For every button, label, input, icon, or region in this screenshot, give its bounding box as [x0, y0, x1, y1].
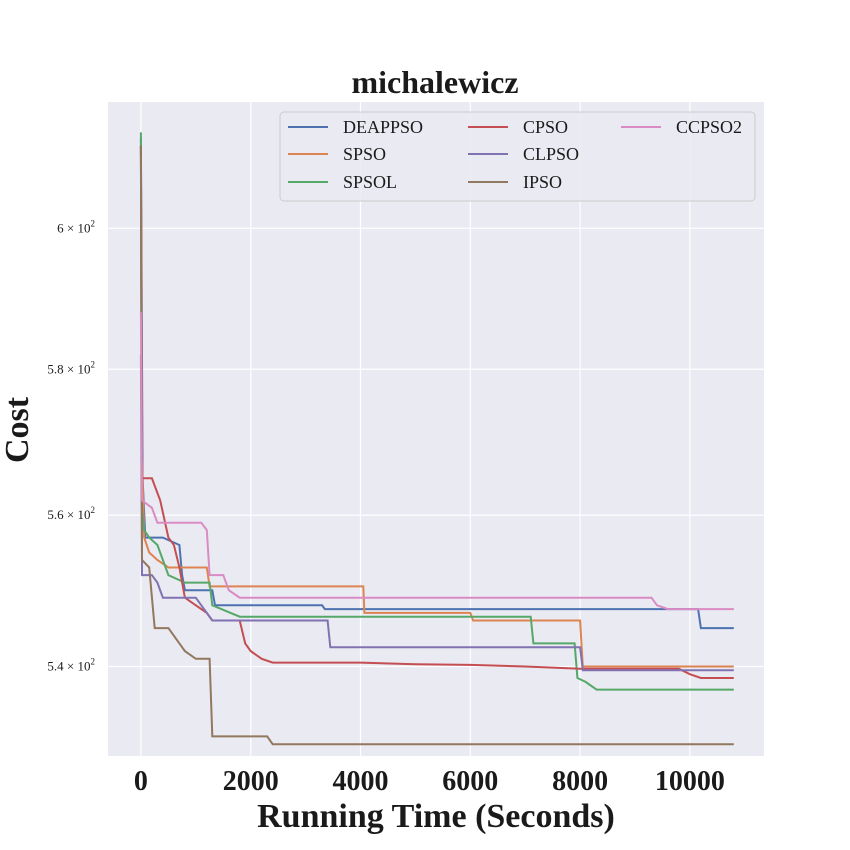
legend-label-deappso: DEAPPSO — [343, 117, 423, 137]
series-line-ipso — [139, 145, 734, 746]
x-tick-label: 10000 — [655, 766, 725, 797]
x-tick-label: 4000 — [333, 766, 389, 797]
x-tick-label: 8000 — [552, 766, 608, 797]
series-line-cpso — [139, 145, 734, 679]
series-line-ccpso2 — [139, 312, 734, 611]
series-lines — [139, 132, 734, 746]
y-tick-label: 5.4 × 102 — [47, 656, 95, 673]
legend-label-clpso: CLPSO — [523, 144, 579, 164]
legend-label-ipso: IPSO — [523, 172, 562, 192]
legend-label-spso: SPSO — [343, 144, 386, 164]
y-tick-label: 5.8 × 102 — [47, 359, 95, 376]
x-axis-label: Running Time (Seconds) — [257, 798, 615, 835]
legend-label-ccpso2: CCPSO2 — [676, 117, 742, 137]
legend-label-cpso: CPSO — [523, 117, 568, 137]
y-axis-label: Cost — [0, 396, 36, 463]
y-ticks: 5.4 × 102 5.6 × 102 5.8 × 102 6 × 102 — [47, 218, 95, 673]
legend: DEAPPSO SPSO SPSOL CPSO CLPSO IPSO CCPSO2 — [279, 111, 756, 202]
x-ticks: 0 2000 4000 6000 8000 10000 — [134, 766, 725, 797]
chart-title: michalewicz — [351, 64, 518, 100]
x-tick-label: 6000 — [442, 766, 498, 797]
legend-label-spsol: SPSOL — [343, 172, 397, 192]
x-tick-label: 2000 — [223, 766, 279, 797]
y-tick-label: 5.6 × 102 — [47, 505, 95, 522]
x-tick-label: 0 — [134, 766, 148, 797]
series-line-spsol — [139, 132, 734, 691]
y-tick-label: 6 × 102 — [57, 218, 95, 235]
legend-frame — [279, 111, 756, 202]
